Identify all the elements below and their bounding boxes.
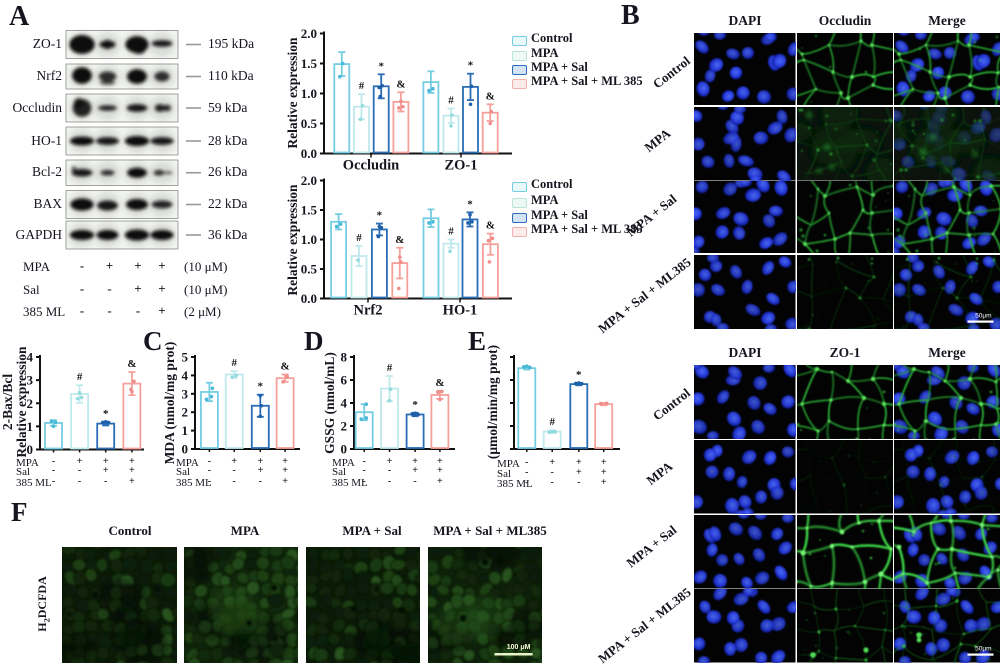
svg-text:5: 5 xyxy=(182,350,189,365)
svg-text:2.0: 2.0 xyxy=(301,26,317,41)
svg-text:50μm: 50μm xyxy=(975,312,991,319)
svg-text:&: & xyxy=(486,220,495,232)
svg-text:3: 3 xyxy=(27,373,34,388)
svg-text:0.0: 0.0 xyxy=(301,291,317,306)
svg-text:ZO-1: ZO-1 xyxy=(444,158,477,174)
svg-text:*: * xyxy=(468,60,474,72)
svg-text:#: # xyxy=(356,232,362,244)
svg-text:&: & xyxy=(486,90,495,102)
svg-text:*: * xyxy=(377,210,383,222)
svg-text:0: 0 xyxy=(341,442,348,457)
svg-text:4: 4 xyxy=(182,368,189,383)
svg-text:0: 0 xyxy=(182,442,189,457)
svg-text:&: & xyxy=(281,360,290,372)
svg-text:2.0: 2.0 xyxy=(301,173,317,188)
svg-text:0.5: 0.5 xyxy=(301,116,318,131)
svg-text:#: # xyxy=(77,371,83,383)
svg-text:4: 4 xyxy=(27,350,34,365)
svg-text:#: # xyxy=(448,95,454,107)
svg-text:0.5: 0.5 xyxy=(301,262,318,277)
svg-text:#: # xyxy=(359,80,365,92)
svg-text:#: # xyxy=(448,226,454,238)
svg-text:*: * xyxy=(412,399,418,411)
svg-text:1.5: 1.5 xyxy=(301,203,318,218)
svg-text:&: & xyxy=(435,377,444,389)
svg-text:8: 8 xyxy=(341,350,348,365)
svg-text:2: 2 xyxy=(182,405,189,420)
svg-text:50μm: 50μm xyxy=(975,646,991,653)
svg-text:*: * xyxy=(103,408,109,420)
svg-text:1.5: 1.5 xyxy=(301,56,318,71)
svg-text:*: * xyxy=(378,60,384,72)
svg-text:&: & xyxy=(127,358,136,370)
svg-text:HO-1: HO-1 xyxy=(443,303,478,319)
svg-text:0: 0 xyxy=(27,442,34,457)
svg-text:Nrf2: Nrf2 xyxy=(354,303,383,319)
svg-text:100 μM: 100 μM xyxy=(506,644,530,651)
svg-text:0.0: 0.0 xyxy=(301,146,317,161)
svg-text:2: 2 xyxy=(341,419,348,434)
svg-text:*: * xyxy=(576,369,582,381)
svg-text:1.0: 1.0 xyxy=(301,232,317,247)
svg-text:Occludin: Occludin xyxy=(343,158,399,174)
svg-text:1: 1 xyxy=(27,419,34,434)
svg-text:*: * xyxy=(258,381,264,393)
svg-text:3: 3 xyxy=(182,386,189,401)
svg-text:4: 4 xyxy=(341,396,348,411)
svg-text:2: 2 xyxy=(27,396,34,411)
svg-text:&: & xyxy=(395,234,404,246)
svg-text:6: 6 xyxy=(341,373,348,388)
svg-text:*: * xyxy=(467,198,473,210)
svg-text:&: & xyxy=(396,78,405,90)
svg-text:#: # xyxy=(549,416,555,428)
svg-text:#: # xyxy=(387,362,393,374)
svg-text:#: # xyxy=(231,357,237,369)
svg-text:1.0: 1.0 xyxy=(301,86,317,101)
svg-text:1: 1 xyxy=(182,423,189,438)
